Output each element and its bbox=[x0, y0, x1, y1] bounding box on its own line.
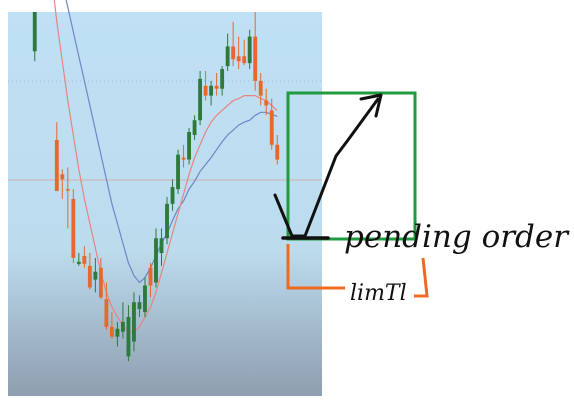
candle bbox=[121, 302, 125, 339]
candle-body bbox=[181, 157, 186, 160]
candle-body bbox=[170, 187, 175, 204]
candle-body bbox=[203, 85, 208, 96]
candle bbox=[71, 189, 76, 263]
candle bbox=[60, 169, 65, 199]
candle bbox=[143, 277, 147, 317]
candle bbox=[203, 71, 208, 101]
candle bbox=[225, 33, 230, 72]
candle-body bbox=[253, 36, 258, 81]
pending-order-box bbox=[286, 91, 417, 241]
candle bbox=[231, 21, 236, 67]
candle bbox=[176, 149, 180, 194]
candle-body bbox=[126, 316, 131, 357]
candle-body bbox=[148, 267, 153, 286]
candle bbox=[159, 228, 164, 266]
candle-body bbox=[154, 238, 158, 283]
candle-body bbox=[76, 261, 81, 264]
candle-body bbox=[109, 326, 114, 337]
candle bbox=[181, 144, 186, 168]
limit-label: limTl bbox=[350, 281, 407, 306]
candle-body bbox=[187, 132, 191, 160]
candle-body bbox=[115, 328, 120, 337]
candle bbox=[104, 282, 109, 330]
candle-body bbox=[247, 36, 252, 64]
candle-body bbox=[225, 46, 230, 67]
candle-body bbox=[60, 174, 65, 180]
candle-body bbox=[269, 110, 274, 145]
candle bbox=[269, 98, 274, 150]
candle-body bbox=[264, 100, 269, 106]
candlesticks bbox=[32, 12, 280, 362]
candle-body bbox=[32, 12, 37, 52]
candle-body bbox=[258, 80, 263, 96]
pending-order-label: pending order bbox=[344, 219, 570, 255]
candle bbox=[98, 257, 103, 300]
candle bbox=[187, 128, 191, 165]
candle-body bbox=[104, 299, 109, 327]
candle bbox=[65, 167, 70, 229]
candle bbox=[93, 257, 98, 293]
candle-body bbox=[71, 198, 76, 258]
candle-body bbox=[159, 238, 164, 254]
candle bbox=[220, 66, 225, 96]
candle bbox=[82, 246, 87, 268]
candle bbox=[115, 321, 120, 347]
candle bbox=[165, 196, 169, 245]
candle-body bbox=[236, 56, 241, 62]
candle bbox=[214, 72, 219, 96]
bracket-right bbox=[414, 257, 429, 298]
candle-body bbox=[192, 120, 197, 135]
candle bbox=[148, 262, 153, 298]
candle-body bbox=[242, 56, 247, 64]
candle bbox=[154, 228, 158, 288]
candle-body bbox=[220, 69, 225, 89]
candle-body bbox=[121, 321, 125, 332]
candle bbox=[253, 12, 258, 91]
candle bbox=[32, 12, 37, 62]
candle-body bbox=[93, 271, 98, 280]
moving-average-line-2 bbox=[53, 0, 278, 333]
candle-body bbox=[231, 46, 236, 60]
target-box bbox=[286, 91, 417, 241]
candle-body bbox=[209, 85, 214, 96]
candle-body bbox=[54, 139, 59, 192]
candle bbox=[258, 72, 263, 106]
candle bbox=[76, 253, 81, 266]
candle-body bbox=[137, 302, 142, 310]
candle-body bbox=[176, 154, 180, 190]
price-path-arrow bbox=[273, 97, 380, 238]
candle bbox=[198, 71, 203, 126]
candle bbox=[137, 295, 142, 317]
candle-body bbox=[143, 285, 147, 313]
bracket-left bbox=[286, 244, 345, 290]
candle bbox=[247, 29, 252, 70]
candle bbox=[242, 39, 247, 66]
candle bbox=[170, 179, 175, 211]
candle-body bbox=[165, 203, 169, 239]
candle bbox=[236, 36, 241, 70]
candle-body bbox=[98, 267, 103, 298]
candle-body bbox=[275, 144, 280, 160]
candle bbox=[275, 134, 280, 165]
candle bbox=[209, 80, 214, 106]
candle-body bbox=[65, 189, 70, 191]
candle bbox=[109, 312, 114, 339]
candle-body bbox=[198, 78, 203, 121]
arrow-head-icon bbox=[359, 93, 383, 118]
candle bbox=[54, 122, 59, 192]
chart-panel bbox=[8, 12, 322, 396]
candle bbox=[126, 305, 131, 362]
candle bbox=[132, 292, 136, 352]
candle-body bbox=[214, 85, 219, 89]
candle-body bbox=[132, 302, 136, 342]
candle bbox=[264, 88, 269, 116]
candle-body bbox=[87, 265, 92, 288]
candle bbox=[87, 253, 92, 290]
candle bbox=[192, 115, 197, 140]
candle-body bbox=[82, 255, 87, 264]
